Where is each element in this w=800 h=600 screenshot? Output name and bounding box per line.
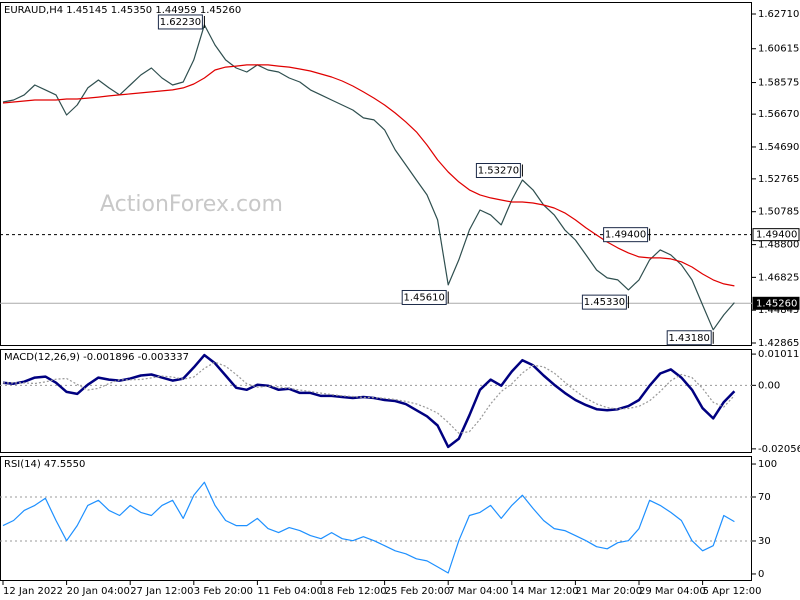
y-tick-label: 1.50785	[758, 207, 799, 218]
panel-title: MACD(12,26,9) -0.001896 -0.003337	[4, 352, 189, 363]
x-tick-label: 3 Feb 20:00	[194, 586, 253, 597]
x-tick-label: 29 Mar 04:00	[639, 586, 706, 597]
y-tick-label: 1.48800	[758, 240, 799, 251]
annotation-text: 1.49400	[605, 230, 646, 241]
price-label-box	[752, 296, 800, 310]
y-tick-label: 70	[758, 492, 771, 503]
y-tick-label: 1.54690	[758, 142, 799, 153]
panel-frame	[0, 456, 752, 581]
annotation-box	[666, 330, 712, 346]
panel-title: EURAUD,H4 1.45145 1.45350 1.44959 1.4526…	[4, 5, 241, 16]
y-tick-label: 0.010113	[758, 349, 800, 360]
x-tick-label: 14 Mar 12:00	[512, 586, 579, 597]
x-tick-label: 5 Apr 12:00	[703, 586, 762, 597]
series-line	[2, 481, 735, 574]
series-line	[2, 24, 735, 331]
y-tick-label: 1.46825	[758, 272, 799, 283]
x-tick-label: 25 Feb 20:00	[385, 586, 451, 597]
x-tick-label: 7 Mar 04:00	[448, 586, 508, 597]
x-tick-label: 20 Jan 04:00	[67, 586, 130, 597]
annotation-text: 1.45330	[584, 297, 625, 308]
annotation-box	[157, 14, 203, 30]
x-tick-label: 18 Feb 12:00	[321, 586, 387, 597]
panel-frame	[0, 2, 752, 346]
series-line	[2, 64, 735, 287]
y-tick-label: 30	[758, 536, 771, 547]
annotation-box	[603, 227, 649, 243]
annotation-text: 1.62230	[160, 17, 201, 28]
annotation-box	[401, 289, 447, 305]
price-label: 1.45260	[756, 298, 797, 309]
watermark: ActionForex.com	[100, 192, 283, 217]
annotation-text: 1.43180	[669, 333, 710, 344]
panel-title: RSI(14) 47.5550	[4, 459, 85, 470]
panel-frame	[0, 349, 752, 453]
y-tick-label: 1.44845	[758, 305, 799, 316]
y-tick-label: 1.52765	[758, 174, 799, 185]
x-tick-label: 12 Jan 2022	[3, 586, 63, 597]
price-label: 1.49400	[756, 230, 797, 241]
y-tick-label: 1.58575	[758, 78, 799, 89]
x-tick-label: 11 Feb 04:00	[257, 586, 323, 597]
series-line	[3, 361, 735, 434]
y-tick-label: 100	[758, 459, 777, 470]
y-tick-label: 0	[758, 569, 764, 580]
price-label-box	[752, 228, 800, 242]
annotation-text: 1.45610	[404, 292, 445, 303]
x-tick-label: 27 Jan 12:00	[130, 586, 193, 597]
y-tick-label: -0.020561	[758, 444, 800, 455]
annotation-box	[475, 163, 521, 179]
y-tick-label: 1.60615	[758, 44, 799, 55]
y-tick-label: 1.62710	[758, 9, 799, 20]
annotation-box	[581, 294, 627, 310]
y-tick-label: 0.00	[758, 380, 780, 391]
y-tick-label: 1.42865	[758, 338, 799, 349]
y-tick-label: 1.56670	[758, 109, 799, 120]
annotation-text: 1.53270	[478, 166, 519, 177]
x-tick-label: 21 Mar 20:00	[575, 586, 642, 597]
